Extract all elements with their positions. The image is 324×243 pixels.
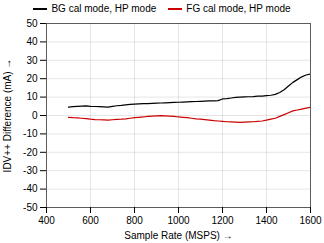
svg-text:50: 50	[26, 18, 38, 29]
svg-text:-50: -50	[23, 202, 38, 213]
html-text:FG cal mode, HP mode: FG cal mode, HP mode	[186, 3, 291, 14]
svg-text:-40: -40	[23, 183, 38, 194]
svg-text:30: 30	[26, 55, 38, 66]
svg-text:-10: -10	[23, 128, 38, 139]
svg-text:1000: 1000	[167, 215, 190, 226]
svg-text:40: 40	[26, 36, 38, 47]
svg-text:600: 600	[82, 215, 99, 226]
svg-text:10: 10	[26, 91, 38, 102]
svg-text:Sample Rate (MSPS) →: Sample Rate (MSPS) →	[124, 230, 232, 241]
svg-text:-20: -20	[23, 147, 38, 158]
svg-text:1400: 1400	[255, 215, 278, 226]
html-text:BG cal mode, HP mode: BG cal mode, HP mode	[51, 3, 157, 14]
svg-text:1200: 1200	[211, 215, 234, 226]
svg-text:20: 20	[26, 73, 38, 84]
svg-text:800: 800	[126, 215, 143, 226]
svg-text:0: 0	[32, 110, 38, 121]
svg-text:-30: -30	[23, 165, 38, 176]
svg-text:IDV++ Difference (mA) →: IDV++ Difference (mA) →	[2, 59, 13, 173]
svg-text:1600: 1600	[299, 215, 322, 226]
svg-text:400: 400	[38, 215, 55, 226]
